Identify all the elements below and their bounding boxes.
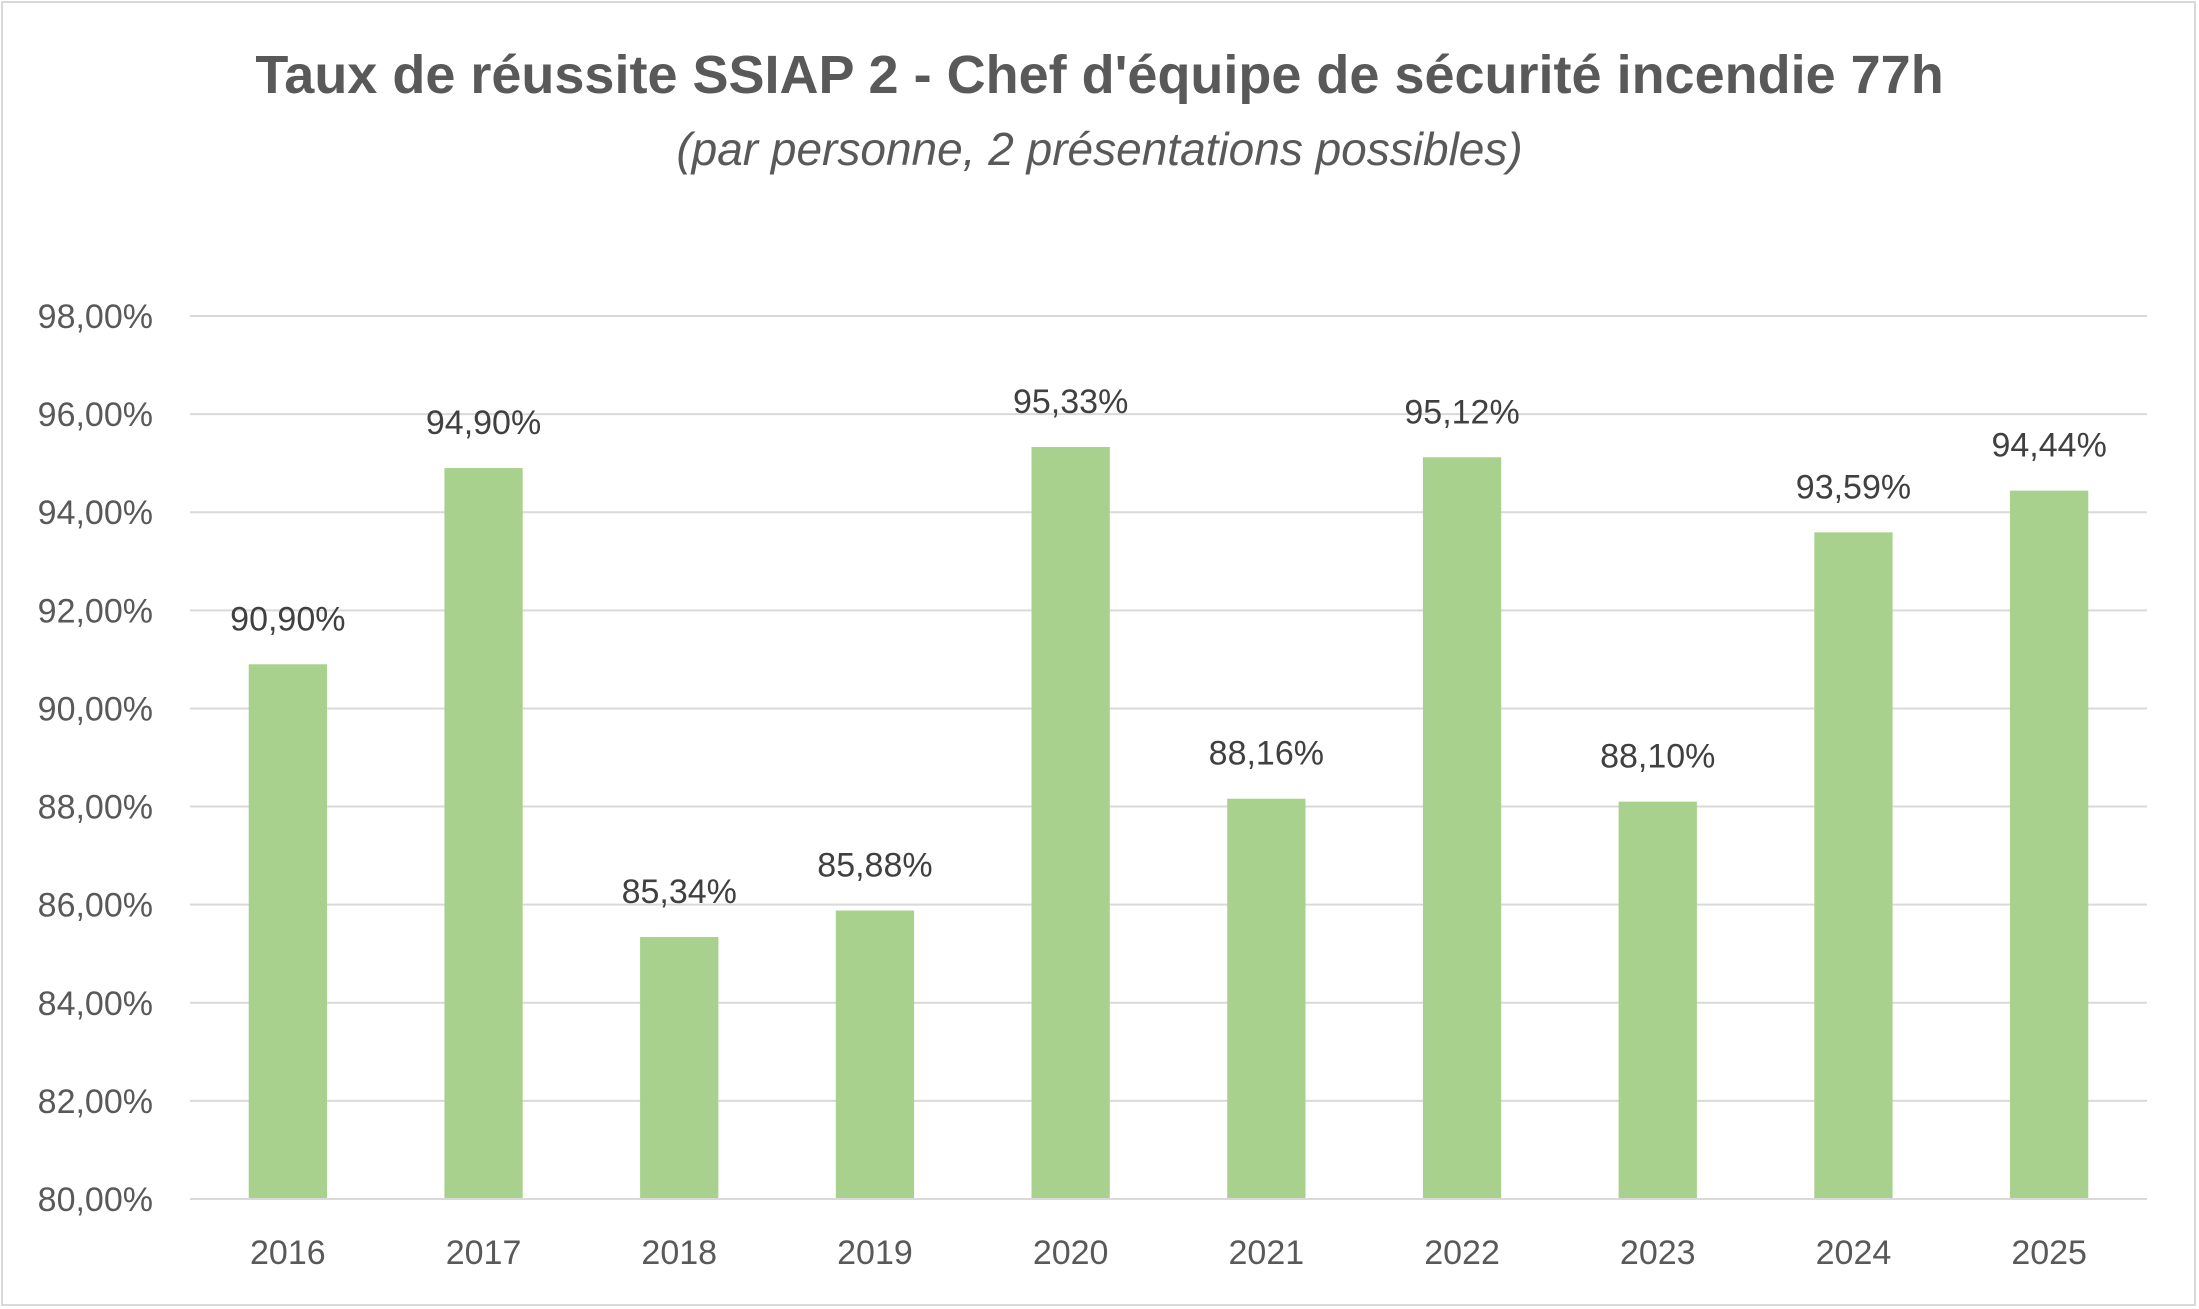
data-label-2024: 93,59%: [1796, 468, 1911, 506]
y-tick-label: 92,00%: [38, 592, 153, 630]
data-label-2017: 94,90%: [426, 404, 541, 442]
bar-2021: [1227, 798, 1306, 1199]
y-tick-label: 82,00%: [38, 1083, 153, 1121]
data-label-2016: 90,90%: [230, 600, 345, 638]
chart-title: Taux de réussite SSIAP 2 - Chef d'équipe…: [255, 45, 1944, 105]
y-tick-label: 84,00%: [38, 985, 153, 1023]
bar-2019: [835, 910, 915, 1199]
bar-2018: [640, 937, 719, 1199]
x-tick-label-2017: 2017: [446, 1234, 522, 1272]
data-label-2019: 85,88%: [817, 847, 932, 885]
y-axis-ticks: 80,00% 82,00% 84,00% 86,00% 88,00% 90,00% 92,0…: [38, 298, 153, 1219]
data-label-2020: 95,33%: [1013, 383, 1128, 421]
data-label-2021: 88,16%: [1209, 735, 1324, 773]
y-tick-label: 86,00%: [38, 887, 153, 925]
bar-2022: [1422, 457, 1502, 1199]
y-tick-label: 98,00%: [38, 298, 153, 336]
data-labels: 90,90% 94,90% 85,34% 85,88% 95,33% 88,16% 95,1…: [230, 383, 2107, 911]
chart-subtitle: (par personne, 2 présentations possibles…: [676, 123, 1523, 175]
data-label-2023: 88,10%: [1600, 738, 1715, 776]
x-tick-label-2019: 2019: [837, 1234, 913, 1272]
x-tick-label-2023: 2023: [1620, 1234, 1696, 1272]
y-tick-label: 80,00%: [38, 1181, 153, 1219]
y-tick-label: 96,00%: [38, 396, 153, 434]
bar-2016: [248, 664, 327, 1199]
x-tick-label-2024: 2024: [1816, 1234, 1892, 1272]
bar-2020: [1031, 446, 1110, 1199]
y-tick-label: 90,00%: [38, 690, 153, 728]
data-label-2022: 95,12%: [1404, 393, 1519, 431]
data-label-2018: 85,34%: [622, 873, 737, 911]
data-label-2025: 94,44%: [1991, 427, 2106, 465]
bar-2017: [444, 468, 523, 1199]
bar-2023: [1618, 801, 1697, 1199]
x-tick-label-2025: 2025: [2011, 1234, 2087, 1272]
x-tick-label-2022: 2022: [1424, 1234, 1500, 1272]
y-tick-label: 88,00%: [38, 789, 153, 827]
bar-2025: [2010, 490, 2089, 1199]
y-tick-label: 94,00%: [38, 494, 153, 532]
x-tick-label-2021: 2021: [1229, 1234, 1305, 1272]
x-tick-label-2018: 2018: [641, 1234, 717, 1272]
x-tick-label-2020: 2020: [1033, 1234, 1109, 1272]
bar-2024: [1814, 532, 1893, 1199]
x-tick-label-2016: 2016: [250, 1234, 326, 1272]
x-axis-ticks: 2016 2017 2018 2019 2020 2021 2022 2023 2024 2025: [250, 1234, 2087, 1272]
bars: [248, 446, 2089, 1199]
